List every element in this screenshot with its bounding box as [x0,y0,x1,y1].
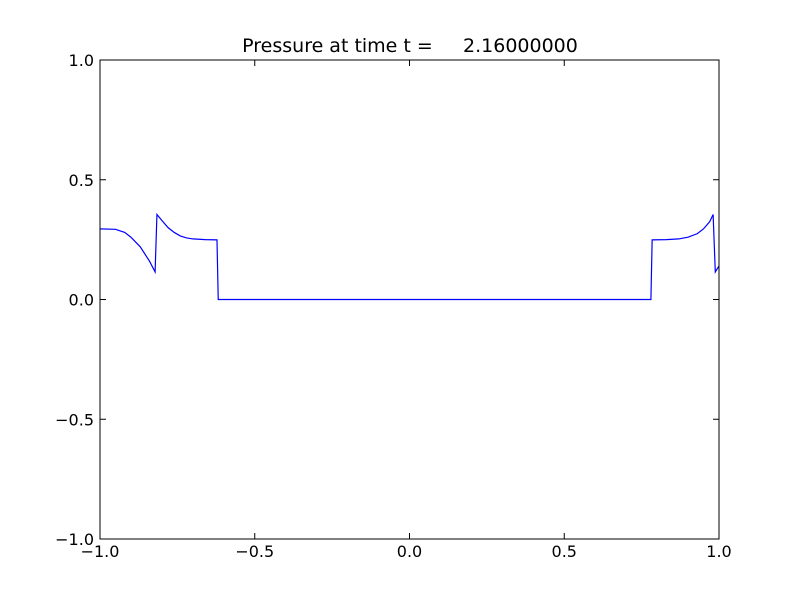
x-tick-label: 1.0 [706,542,731,561]
plot-frame [99,59,720,540]
x-tick-label: 0.5 [552,542,577,561]
x-tick-label: −0.5 [235,542,274,561]
chart-title: Pressure at time t = 2.16000000 [242,35,578,57]
x-tick-label: 0.0 [397,542,422,561]
y-tick-label: 1.0 [69,51,94,70]
y-tick-label: −0.5 [55,410,94,429]
y-tick-label: 0.0 [69,291,94,310]
x-tick-label: −1.0 [81,542,120,561]
y-tick-label: 0.5 [69,171,94,190]
data-line [99,212,720,301]
y-tick-label: −1.0 [55,530,94,549]
